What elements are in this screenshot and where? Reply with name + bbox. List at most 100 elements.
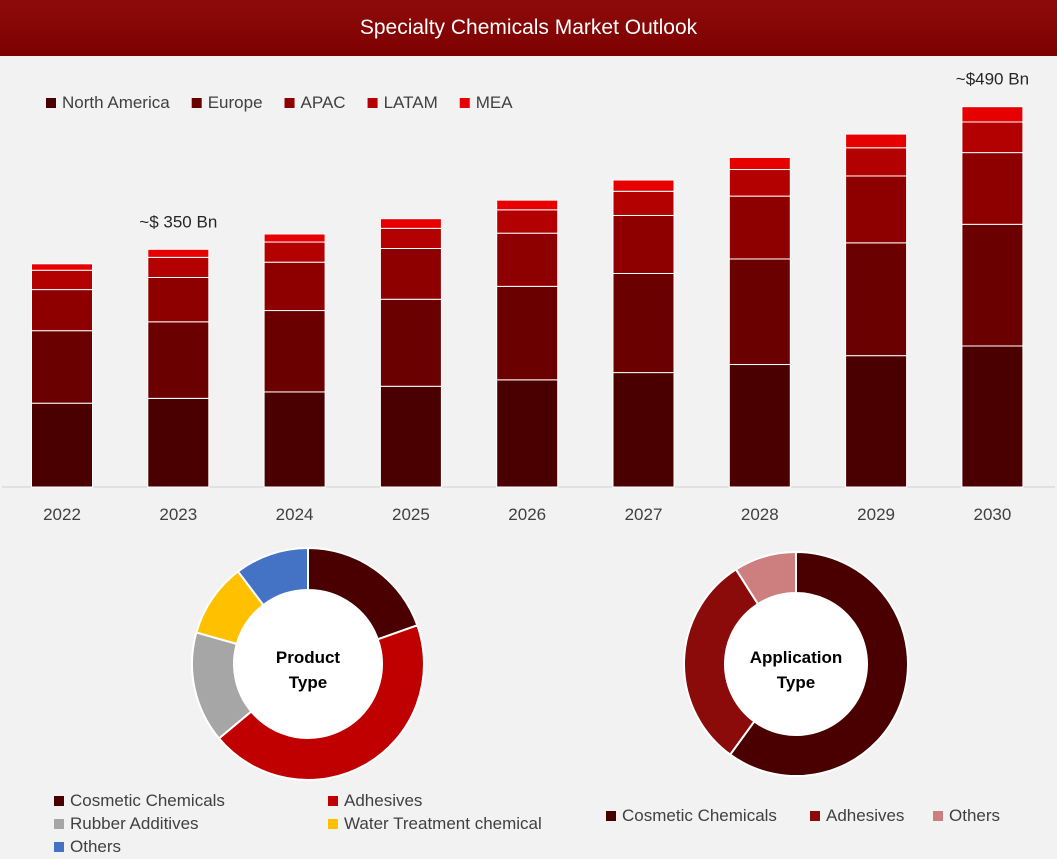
x-tick-label: 2028 <box>741 505 779 524</box>
bar-segment-2024-europe <box>263 310 326 393</box>
bar-segment-2027-mea <box>612 179 675 192</box>
bar-segment-2028-latam <box>728 169 791 197</box>
bar-segment-2022-europe <box>31 330 93 404</box>
bar-segment-2028-mea <box>728 156 791 171</box>
legend-item-water-treatment-chemical: Water Treatment chemical <box>328 814 542 833</box>
bar-segment-2030-apac <box>961 152 1024 225</box>
legend-label: Others <box>949 806 1000 825</box>
x-tick-label: 2030 <box>973 505 1011 524</box>
chart-canvas: North America Europe APAC LATAM MEA 2022 2023 ~… <box>2 70 1055 856</box>
bar-segment-2024-apac <box>263 261 326 312</box>
center-label-line-2: Type <box>777 673 815 692</box>
bar-segment-2024-latam <box>263 241 326 263</box>
chart-title: Specialty Chemicals Market Outlook <box>359 16 698 39</box>
bar-segment-2026-apac <box>496 232 559 287</box>
slice-adhesives <box>217 624 425 781</box>
bar-segment-2026-north-america <box>496 379 559 488</box>
stacked-bar-chart: North America Europe APAC LATAM MEA 2022 2023 ~… <box>2 70 1055 524</box>
bar-segment-2022-mea <box>31 263 93 271</box>
bar-segment-2024-mea <box>263 233 326 243</box>
bar-segment-2024-north-america <box>263 391 326 488</box>
legend-label: Cosmetic Chemicals <box>622 806 777 825</box>
bar-segment-2030-mea <box>961 106 1024 123</box>
legend-swatch <box>459 98 470 108</box>
bar-segment-2030-latam <box>961 121 1024 154</box>
bar-segment-2022-north-america <box>31 402 93 488</box>
legend-swatch <box>46 98 56 108</box>
bar-segment-2028-apac <box>728 195 791 260</box>
legend-swatch <box>54 842 64 852</box>
bar-segment-2026-europe <box>496 285 559 381</box>
center-label-line-2: Type <box>289 673 327 692</box>
legend-swatch <box>606 811 616 821</box>
bar-segment-2023-europe <box>147 321 210 399</box>
legend-item-others: Others <box>933 806 1000 825</box>
bar-segment-2023-apac <box>147 277 210 323</box>
legend-item-apac: APAC <box>284 93 346 112</box>
slice-adhesives <box>683 568 760 757</box>
legend-swatch <box>191 98 202 108</box>
x-tick-label: 2029 <box>857 505 895 524</box>
legend-label: MEA <box>476 93 514 112</box>
bar-segment-2025-europe <box>379 298 442 387</box>
legend-label: Cosmetic Chemicals <box>70 791 225 810</box>
bar-segment-2029-europe <box>845 242 908 357</box>
bar-segment-2027-europe <box>612 272 675 374</box>
total-annotation: ~$ 350 Bn <box>139 212 217 231</box>
bar-segment-2029-mea <box>845 133 908 149</box>
bar-segment-2029-latam <box>845 147 908 177</box>
bar-segment-2029-apac <box>845 175 908 244</box>
legend-item-north-america: North America <box>46 93 170 112</box>
legend-item-europe: Europe <box>191 93 263 112</box>
donut-chart-application: Application Type Cosmetic Chemicals Adhesiv… <box>606 550 1000 825</box>
donut-hole <box>235 591 381 737</box>
bar-segment-2030-north-america <box>961 345 1024 488</box>
x-tick-label: 2023 <box>159 505 197 524</box>
center-label-line-1: Product <box>276 648 341 667</box>
bar-segment-2022-apac <box>31 289 93 332</box>
legend-label: Adhesives <box>344 791 422 810</box>
legend-swatch <box>328 796 338 806</box>
legend-item-latam: LATAM <box>367 93 438 112</box>
bar-segment-2023-mea <box>147 248 210 258</box>
legend-swatch <box>54 819 64 829</box>
chart-card: North America Europe APAC LATAM MEA 2022 2023 ~… <box>2 58 1055 856</box>
legend-swatch <box>284 98 295 108</box>
legend-label: Europe <box>208 93 263 112</box>
legend-swatch <box>933 811 943 821</box>
bar-segment-2028-europe <box>728 258 791 366</box>
legend-label: Rubber Additives <box>70 814 199 833</box>
legend-swatch <box>328 819 338 829</box>
legend-swatch <box>54 796 64 806</box>
bar-segment-2022-latam <box>31 269 93 291</box>
legend-label: North America <box>62 93 170 112</box>
legend-item-cosmetic-chemicals: Cosmetic Chemicals <box>54 791 225 810</box>
bar-segment-2025-apac <box>379 247 442 300</box>
x-tick-label: 2025 <box>392 505 430 524</box>
slice-cosmetic-chemicals <box>728 550 909 777</box>
x-tick-label: 2026 <box>508 505 546 524</box>
legend-item-rubber-additives: Rubber Additives <box>54 814 199 833</box>
legend-label: LATAM <box>384 93 438 112</box>
legend-item-adhesives: Adhesives <box>328 791 422 810</box>
legend-item-others: Others <box>54 837 121 856</box>
total-annotation: ~$490 Bn <box>956 70 1029 89</box>
legend-label: Adhesives <box>826 806 904 825</box>
bar-segment-2026-mea <box>496 199 559 211</box>
bar-segment-2029-north-america <box>845 355 908 488</box>
bar-segment-2027-latam <box>612 190 675 216</box>
x-tick-label: 2027 <box>625 505 663 524</box>
legend-swatch <box>810 811 820 821</box>
bar-segment-2026-latam <box>496 209 559 234</box>
donut-chart-product: Product Type Cosmetic Chemicals Adhesives Ru… <box>54 546 542 856</box>
legend-label: Others <box>70 837 121 854</box>
chart-title-banner: Specialty Chemicals Market Outlook <box>0 0 1057 56</box>
x-tick-label: 2022 <box>43 505 81 524</box>
donut-hole <box>726 594 866 734</box>
bar-segment-2023-north-america <box>147 397 210 488</box>
bar-segment-2030-europe <box>961 223 1024 347</box>
bar-segment-2027-north-america <box>612 372 675 488</box>
slice-others <box>734 550 797 606</box>
bar-segment-2023-latam <box>147 256 210 279</box>
x-tick-label: 2024 <box>276 505 314 524</box>
